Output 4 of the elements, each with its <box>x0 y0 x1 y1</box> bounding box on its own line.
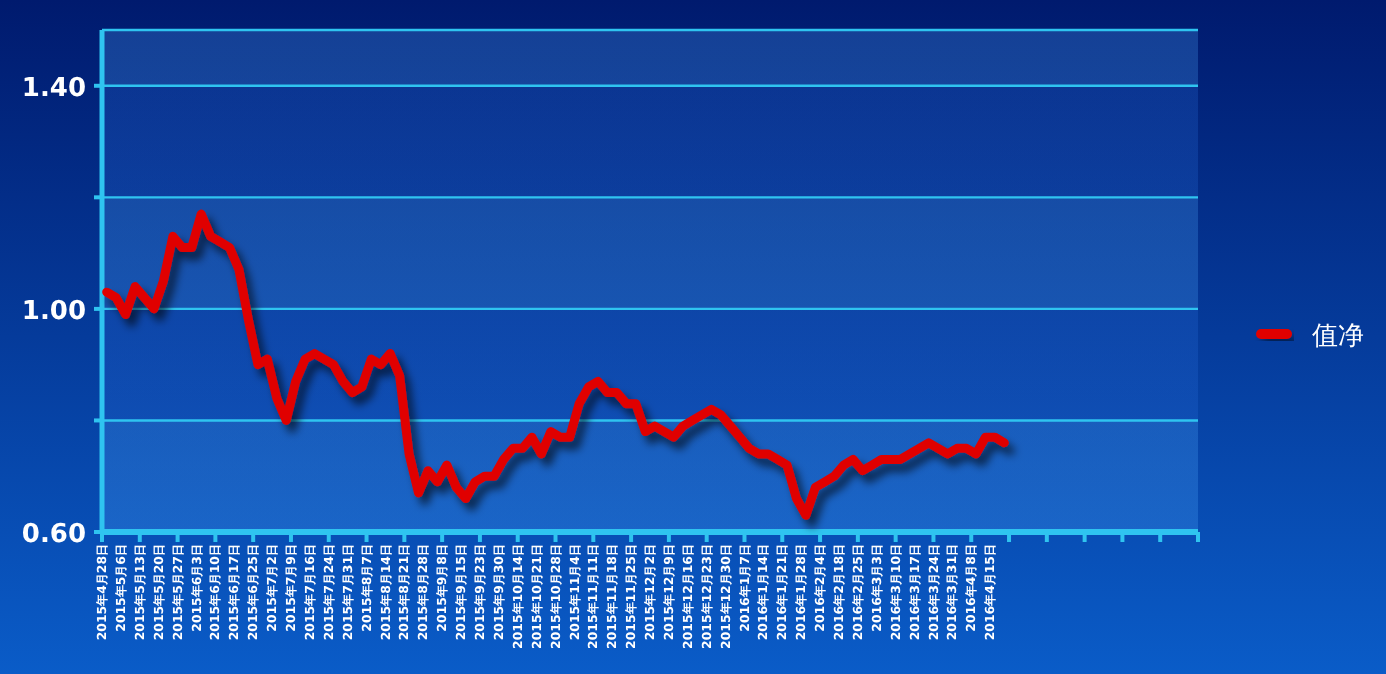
legend-label: 值净 <box>1312 322 1364 352</box>
y-tick-label: 0.60 <box>21 520 86 550</box>
y-tick-label: 1.00 <box>21 296 86 327</box>
y-tick-label: 1.40 <box>21 73 86 104</box>
